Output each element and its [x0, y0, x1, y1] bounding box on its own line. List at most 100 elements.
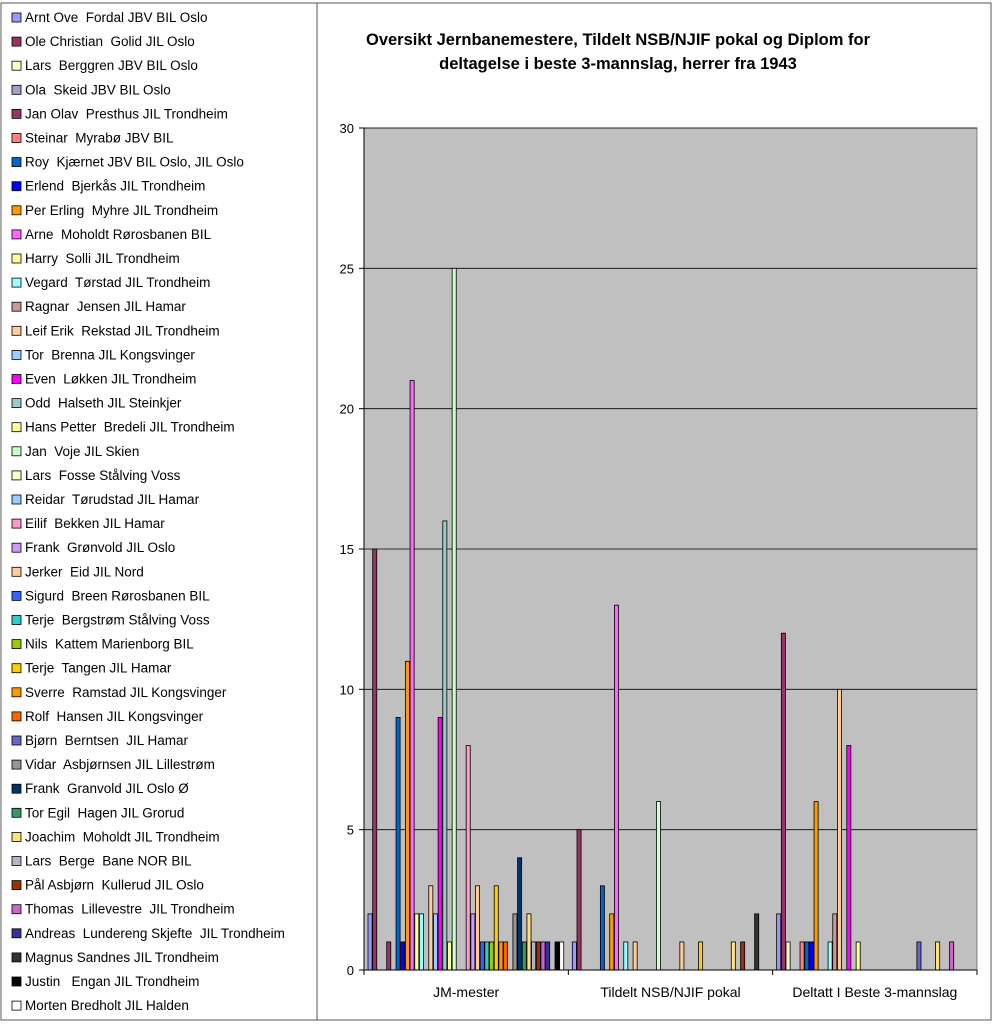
legend-label: Jan Olav Presthus JIL Trondheim [25, 106, 228, 121]
legend-item: Hans Petter Bredeli JIL Trondheim [11, 420, 235, 435]
legend-item: Even Løkken JIL Trondheim [11, 372, 196, 387]
y-tick-label: 0 [347, 963, 354, 978]
bar [576, 829, 582, 971]
legend-swatch [11, 952, 22, 963]
bar [503, 941, 509, 971]
legend-item: Arne Moholdt Rørosbanen BIL [11, 227, 212, 242]
bar [679, 941, 685, 971]
bar [804, 941, 810, 971]
legend-item: Sigurd Breen Rørosbanen BIL [11, 588, 210, 603]
legend-label: Frank Granvold JIL Oslo Ø [25, 781, 189, 796]
bar [776, 913, 782, 971]
legend-item: Tor Egil Hagen JIL Grorud [11, 805, 184, 820]
bar [623, 941, 629, 971]
bar [395, 717, 401, 971]
bar [949, 941, 955, 971]
bar [484, 941, 490, 971]
y-tick-label: 20 [340, 402, 354, 417]
legend-swatch [11, 687, 22, 698]
bar [571, 941, 577, 971]
legend-item: Steinar Myrabø JBV BIL [11, 131, 174, 146]
legend-label: Sverre Ramstad JIL Kongsvinger [25, 685, 227, 700]
legend-item: Leif Erik Rekstad JIL Trondheim [11, 323, 220, 338]
legend-label: Lars Berggren JBV BIL Oslo [25, 58, 198, 73]
legend-swatch [11, 759, 22, 770]
legend-swatch [11, 12, 22, 23]
bar [827, 941, 833, 971]
bar [614, 604, 619, 971]
legend-label: Justin Engan JIL Trondheim [25, 974, 199, 989]
legend-label: Tor Brenna JIL Kongsvinger [25, 347, 195, 362]
legend-item: Tor Brenna JIL Kongsvinger [11, 347, 195, 362]
legend-label: Lars Fosse Stålving Voss [25, 468, 181, 483]
legend-swatch [11, 615, 22, 625]
bar [498, 941, 504, 971]
legend-label: Tor Egil Hagen JIL Grorud [25, 805, 184, 820]
bar [419, 913, 424, 971]
legend-label: Steinar Myrabø JBV BIL [25, 131, 174, 146]
legend-label: Frank Grønvold JIL Oslo [25, 540, 175, 555]
y-tick-label: 15 [340, 542, 354, 557]
legend-swatch [11, 518, 22, 529]
bar [540, 941, 546, 971]
legend-swatch [11, 133, 22, 143]
legend-swatch [11, 856, 22, 866]
legend-swatch [11, 639, 22, 649]
legend-swatch [11, 446, 22, 457]
legend-label: Terje Tangen JIL Hamar [25, 661, 172, 676]
legend-label: Per Erling Myhre JIL Trondheim [25, 203, 218, 218]
y-tick-label: 25 [340, 261, 354, 276]
bar [475, 885, 480, 971]
legend-swatch [11, 229, 22, 240]
legend: Arnt Ove Fordal JBV BIL Oslo Ole Christia… [11, 10, 285, 1013]
bar [400, 941, 406, 971]
legend-label: Bjørn Berntsen JIL Hamar [25, 733, 189, 748]
legend-swatch [11, 494, 22, 505]
legend-swatch [11, 1000, 22, 1011]
legend-item: Per Erling Myhre JIL Trondheim [11, 203, 218, 218]
bar [730, 941, 736, 971]
y-axis: 0 5 10 15 20 25 30 [340, 121, 365, 978]
legend-label: Vidar Asbjørnsen JIL Lillestrøm [25, 757, 215, 772]
legend-swatch [11, 422, 22, 433]
bar [740, 941, 746, 971]
legend-label: Nils Kattem Marienborg BIL [25, 637, 194, 652]
legend-item: Harry Solli JIL Trondheim [11, 251, 180, 266]
legend-label: Arnt Ove Fordal JBV BIL Oslo [25, 10, 208, 25]
bar [632, 941, 638, 971]
chart-title-line-2: deltagelse i beste 3-mannslag, herrer fr… [439, 55, 797, 73]
legend-item: Pål Asbjørn Kullerud JIL Oslo [11, 878, 204, 893]
legend-label: Lars Berge Bane NOR BIL [25, 854, 192, 869]
bar [531, 941, 537, 971]
legend-label: Sigurd Breen Rørosbanen BIL [25, 588, 210, 603]
bar [386, 941, 392, 971]
legend-item: Ole Christian Golid JIL Oslo [11, 34, 195, 49]
legend-swatch [11, 325, 22, 336]
legend-label: Erlend Bjerkås JIL Trondheim [25, 179, 205, 194]
bar [465, 745, 471, 971]
legend-item: Frank Granvold JIL Oslo Ø [11, 781, 189, 796]
bar [451, 267, 457, 971]
bar [785, 941, 791, 971]
legend-item: Terje Tangen JIL Hamar [11, 661, 172, 676]
legend-swatch [11, 301, 22, 312]
legend-item: Bjørn Berntsen JIL Hamar [11, 733, 189, 748]
legend-label: Terje Bergstrøm Stålving Voss [25, 613, 210, 628]
legend-label: Leif Erik Rekstad JIL Trondheim [25, 323, 220, 338]
legend-label: Ragnar Jensen JIL Hamar [25, 299, 186, 314]
y-tick-label: 5 [347, 823, 354, 838]
legend-swatch [11, 205, 22, 216]
legend-swatch [11, 277, 22, 288]
legend-item: Magnus Sandnes JIL Trondheim [11, 950, 219, 965]
bar [521, 941, 527, 971]
legend-item: Morten Bredholt JIL Halden [11, 998, 189, 1013]
legend-label: Jan Voje JIL Skien [25, 444, 139, 459]
legend-item: Sverre Ramstad JIL Kongsvinger [11, 685, 227, 700]
bar [404, 660, 410, 971]
chart-title-line-1: Oversikt Jernbanemestere, Tildelt NSB/NJ… [366, 31, 871, 49]
legend-item: Jerker Eid JIL Nord [11, 564, 144, 579]
legend-swatch [11, 566, 22, 577]
x-tick-label: Tildelt NSB/NJIF pokal [600, 984, 740, 1000]
bar [916, 941, 922, 971]
